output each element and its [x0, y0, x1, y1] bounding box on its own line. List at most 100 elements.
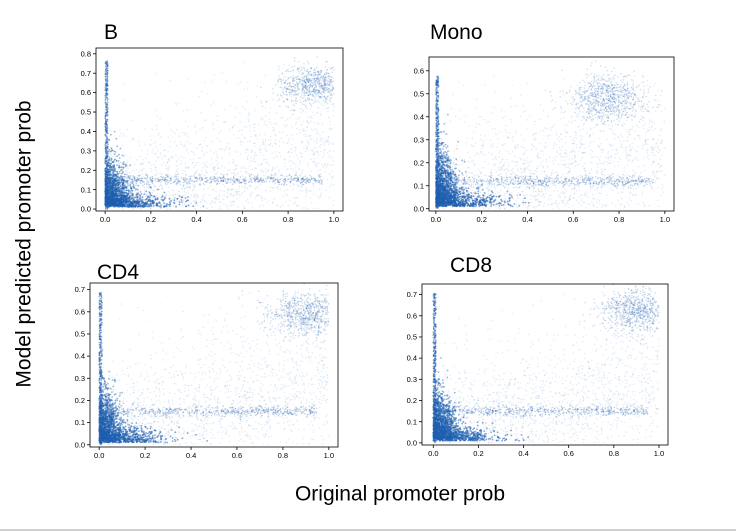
scatter-point [121, 154, 124, 157]
scatter-point [214, 168, 216, 171]
scatter-point [330, 78, 333, 81]
scatter-point [295, 102, 297, 105]
scatter-point [154, 173, 157, 176]
scatter-point [110, 187, 113, 189]
scatter-point [105, 139, 107, 141]
scatter-point [332, 142, 334, 144]
scatter-point [104, 142, 107, 144]
scatter-point [293, 90, 295, 92]
scatter-point [104, 179, 107, 181]
scatter-point [299, 80, 301, 82]
scatter-point [299, 152, 302, 154]
scatter-point [258, 133, 261, 136]
scatter-point [140, 193, 143, 195]
scatter-point [137, 172, 139, 175]
scatter-point [270, 139, 272, 141]
scatter-point [313, 140, 316, 143]
scatter-point [312, 88, 315, 91]
scatter-point [106, 175, 109, 178]
scatter-point [297, 179, 300, 181]
scatter-point [115, 182, 118, 185]
scatter-point [195, 171, 197, 173]
scatter-point [232, 126, 234, 129]
scatter-point [105, 92, 108, 95]
scatter-point [183, 146, 185, 148]
scatter-point [110, 174, 113, 176]
scatter-point [175, 204, 177, 207]
scatter-point [104, 178, 107, 181]
scatter-point [285, 90, 287, 93]
scatter-point [301, 82, 304, 85]
scatter-point [286, 87, 288, 90]
scatter-point [213, 197, 216, 200]
scatter-point [318, 175, 320, 177]
scatter-point [108, 174, 110, 177]
scatter-point [266, 124, 269, 127]
scatter-point [112, 182, 115, 184]
scatter-point [287, 151, 289, 153]
scatter-point [305, 79, 307, 81]
scatter-point [127, 184, 129, 187]
scatter-point [214, 177, 216, 179]
scatter-point [292, 137, 294, 140]
scatter-point [110, 162, 113, 165]
scatter-point [308, 86, 311, 89]
scatter-point [220, 177, 222, 180]
scatter-point [313, 78, 315, 80]
scatter-point [114, 179, 116, 182]
scatter-point [106, 168, 109, 171]
scatter-point [104, 78, 107, 80]
scatter-point [307, 94, 310, 96]
scatter-point [138, 145, 141, 147]
scatter-point [175, 181, 178, 184]
scatter-point [109, 179, 112, 182]
scatter-point [132, 186, 134, 188]
scatter-point [115, 189, 118, 192]
scatter-point [289, 165, 291, 167]
scatter-point [327, 90, 330, 93]
scatter-point [325, 97, 327, 100]
scatter-point [105, 89, 108, 91]
scatter-point [234, 178, 237, 180]
scatter-point [105, 183, 108, 186]
scatter-point [286, 188, 288, 191]
scatter-point [137, 184, 140, 187]
scatter-point [105, 178, 108, 181]
scatter-point [269, 177, 271, 179]
scatter-point [105, 87, 108, 90]
scatter-point [124, 173, 126, 176]
scatter-point [114, 180, 117, 183]
scatter-point [104, 94, 107, 96]
scatter-point [311, 85, 314, 87]
scatter-point [291, 99, 293, 101]
scatter-point [113, 130, 116, 133]
scatter-point [105, 186, 108, 188]
scatter-point [182, 199, 185, 202]
scatter-point [115, 174, 118, 177]
scatter-point [104, 172, 107, 175]
scatter-point [108, 181, 110, 184]
scatter-point [244, 182, 246, 185]
scatter-point [323, 79, 325, 82]
scatter-point [253, 130, 256, 132]
scatter-point [105, 166, 108, 169]
scatter-point [332, 87, 335, 89]
scatter-point [276, 179, 279, 181]
scatter-point [325, 101, 327, 103]
scatter-point [259, 178, 262, 180]
scatter-point [319, 143, 322, 146]
scatter-point [187, 166, 190, 169]
scatter-point [244, 151, 247, 154]
scatter-point [303, 84, 305, 86]
scatter-point [120, 178, 122, 181]
scatter-point [308, 98, 311, 101]
scatter-point [233, 181, 235, 184]
scatter-point [185, 186, 188, 189]
scatter-point [232, 204, 235, 206]
scatter-point [304, 175, 306, 177]
scatter-point [301, 129, 304, 131]
scatter-point [108, 168, 111, 171]
scatter-point [241, 167, 243, 170]
scatter-point [109, 192, 112, 194]
scatter-point [119, 129, 121, 131]
